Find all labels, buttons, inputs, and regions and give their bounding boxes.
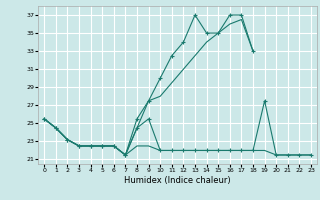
- X-axis label: Humidex (Indice chaleur): Humidex (Indice chaleur): [124, 176, 231, 185]
